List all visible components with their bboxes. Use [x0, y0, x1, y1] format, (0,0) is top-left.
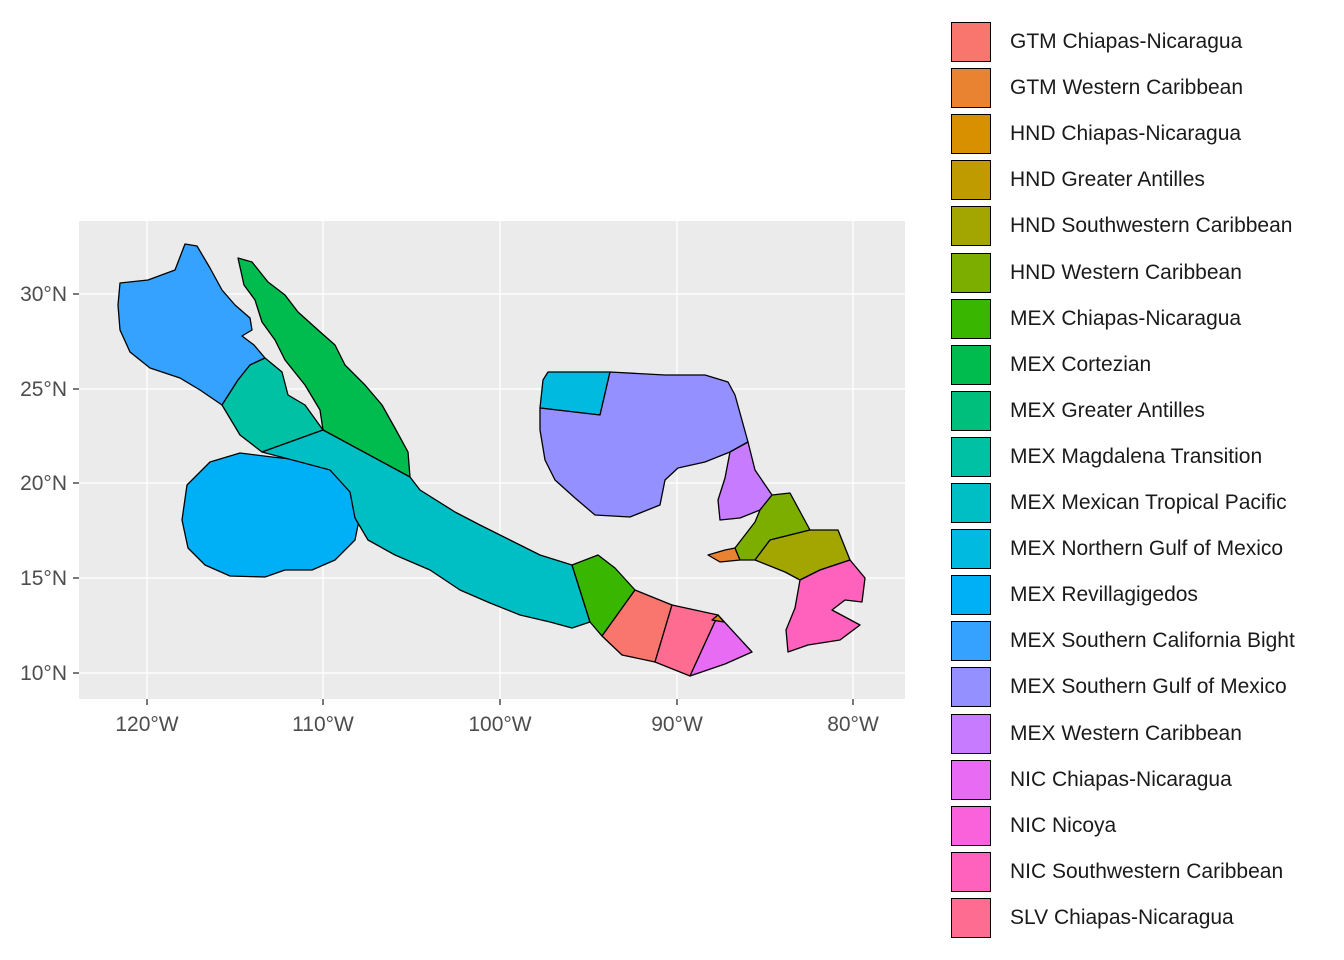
region-mex-mexican-tropical-pacific: [261, 429, 591, 629]
y-tick-label: 15°N: [20, 567, 67, 590]
legend-key-swatch: [951, 206, 991, 247]
legend-label: GTM Western Caribbean: [1010, 76, 1244, 100]
legend-item: MEX Revillagigedos: [949, 573, 1344, 619]
legend-label: HND Greater Antilles: [1010, 168, 1205, 192]
x-tick-label: 80°W: [827, 713, 879, 736]
legend-key-swatch: [951, 298, 991, 339]
region-nic-chiapas-nicaragua: [689, 614, 753, 677]
legend-item: NIC Nicoya: [949, 804, 1344, 850]
legend-label: GTM Chiapas-Nicaragua: [1010, 30, 1243, 53]
legend-item: GTM Chiapas-Nicaragua: [949, 20, 1344, 66]
legend-item: HND Greater Antilles: [949, 158, 1344, 204]
legend-label: MEX Cortezian: [1010, 352, 1152, 376]
legend-item: MEX Southern California Bight: [949, 619, 1344, 665]
legend-label: MEX Greater Antilles: [1010, 398, 1205, 422]
legend-label: HND Western Caribbean: [1010, 260, 1242, 284]
x-tick-label: 110°W: [292, 713, 354, 736]
legend-label: NIC Southwestern Caribbean: [1010, 859, 1284, 883]
legend-key-swatch: [951, 759, 991, 800]
legend-item: MEX Southern Gulf of Mexico: [949, 665, 1344, 711]
legend-key-swatch: [951, 483, 991, 523]
legend-key-swatch: [951, 529, 991, 570]
legend-key-swatch: [951, 713, 991, 754]
legend-key-swatch: [951, 436, 991, 477]
legend-item: MEX Mexican Tropical Pacific: [949, 481, 1344, 527]
legend-item: NIC Chiapas-Nicaragua: [949, 758, 1344, 804]
legend-item: MEX Magdalena Transition: [949, 435, 1344, 481]
legend-item: MEX Northern Gulf of Mexico: [949, 527, 1344, 573]
legend-item: MEX Chiapas-Nicaragua: [949, 297, 1344, 343]
legend-item: MEX Cortezian: [949, 343, 1344, 389]
y-tick-label: 25°N: [20, 378, 67, 401]
region-mex-cortezian: [237, 257, 411, 478]
region-mex-magdalena-transition: [221, 357, 324, 453]
x-axis: 120°W 110°W 100°W 90°W 80°W: [115, 699, 879, 736]
legend-key-swatch: [951, 252, 991, 293]
legend-item: HND Western Caribbean: [949, 251, 1344, 297]
legend-key-swatch: [951, 805, 991, 846]
legend-label: MEX Western Caribbean: [1010, 721, 1242, 745]
legend-item: NIC Southwestern Caribbean: [949, 850, 1344, 896]
legend-label: HND Chiapas-Nicaragua: [1010, 122, 1242, 146]
legend-item: GTM Western Caribbean: [949, 66, 1344, 112]
legend-label: MEX Northern Gulf of Mexico: [1010, 537, 1284, 561]
region-mex-southern-gulf-of-mexico: [539, 371, 749, 518]
y-tick-label: 30°N: [20, 283, 67, 306]
y-tick-label: 20°N: [20, 472, 67, 495]
legend-label: SLV Chiapas-Nicaragua: [1010, 905, 1234, 929]
legend-item: MEX Western Caribbean: [949, 712, 1344, 758]
legend-label: NIC Nicoya: [1010, 813, 1117, 837]
legend-key-swatch: [951, 897, 991, 938]
legend-key-swatch: [951, 575, 991, 616]
region-nic-southwestern-caribbean: [785, 559, 866, 653]
region-mex-western-caribbean: [717, 441, 773, 521]
legend-item: SLV Chiapas-Nicaragua: [949, 896, 1344, 942]
x-tick-label: 90°W: [651, 713, 703, 736]
legend-label: NIC Chiapas-Nicaragua: [1010, 767, 1232, 791]
x-tick-label: 120°W: [115, 713, 178, 736]
legend-key-swatch: [951, 667, 991, 708]
region-mex-northern-gulf-of-mexico: [539, 371, 611, 416]
legend-label: MEX Magdalena Transition: [1010, 444, 1263, 468]
region-hnd-western-caribbean: [734, 492, 811, 561]
legend-key-swatch: [951, 621, 991, 662]
y-axis: 30°N 25°N 20°N 15°N 10°N: [20, 283, 79, 685]
region-hnd-chiapas-nicaragua: [711, 614, 725, 623]
legend-key-swatch: [951, 114, 991, 155]
legend-key-swatch: [951, 390, 991, 431]
legend-key-swatch: [951, 22, 991, 62]
legend-item: MEX Greater Antilles: [949, 389, 1344, 435]
region-mex-southern-california-bight: [117, 243, 266, 406]
x-tick-label: 100°W: [468, 713, 531, 736]
legend-key-swatch: [951, 851, 991, 892]
legend-label: MEX Chiapas-Nicaragua: [1010, 306, 1242, 330]
legend-item: HND Chiapas-Nicaragua: [949, 112, 1344, 158]
legend-label: MEX Mexican Tropical Pacific: [1010, 491, 1287, 514]
legend-key-swatch: [951, 344, 991, 385]
legend-label: HND Southwestern Caribbean: [1010, 214, 1293, 238]
legend-label: MEX Southern Gulf of Mexico: [1010, 675, 1287, 699]
legend-label: MEX Revillagigedos: [1010, 583, 1198, 607]
legend-label: MEX Southern California Bight: [1010, 629, 1295, 653]
legend-key-swatch: [951, 160, 991, 201]
map-plot: 30°N 25°N 20°N 15°N 10°N 120°W 110°W 100…: [20, 221, 905, 736]
legend-key-swatch: [951, 68, 991, 109]
y-tick-label: 10°N: [20, 662, 67, 685]
legend-item: HND Southwestern Caribbean: [949, 204, 1344, 250]
